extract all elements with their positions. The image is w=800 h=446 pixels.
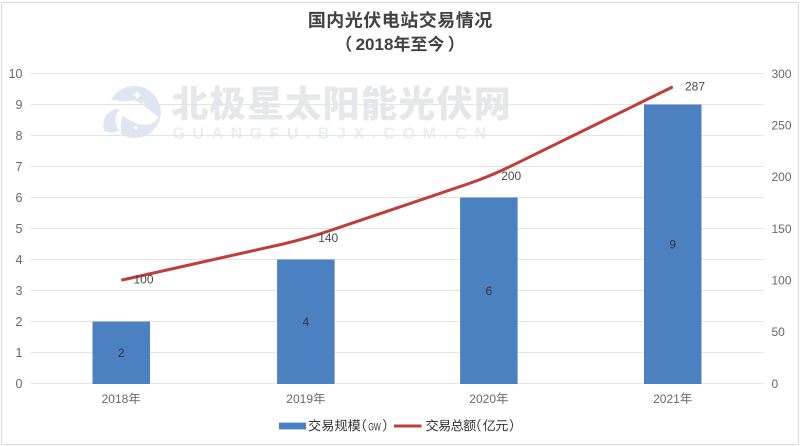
svg-text:287: 287: [685, 79, 705, 93]
svg-text:2019: 2019: [286, 392, 313, 406]
svg-text:7: 7: [16, 160, 23, 174]
svg-text:4: 4: [303, 315, 310, 329]
svg-text:6: 6: [486, 284, 493, 298]
svg-text:100: 100: [134, 273, 154, 287]
svg-text:9: 9: [669, 237, 676, 251]
svg-text:2: 2: [118, 346, 125, 360]
svg-text:5: 5: [16, 222, 23, 236]
svg-text:250: 250: [772, 119, 792, 133]
svg-text:2018: 2018: [102, 392, 129, 406]
svg-text:4: 4: [16, 253, 23, 267]
svg-text:1: 1: [16, 346, 23, 360]
svg-text:140: 140: [318, 231, 338, 245]
svg-text:8: 8: [16, 129, 23, 143]
svg-text:GUANGFU.BJX.COM.CN: GUANGFU.BJX.COM.CN: [173, 126, 487, 143]
svg-text:0: 0: [16, 377, 23, 391]
svg-text:50: 50: [772, 325, 786, 339]
svg-text:GW: GW: [368, 421, 381, 433]
svg-text:2018: 2018: [356, 35, 394, 54]
svg-text:200: 200: [501, 169, 521, 183]
svg-text:3: 3: [16, 284, 23, 298]
svg-text:200: 200: [772, 170, 792, 184]
svg-text:10: 10: [9, 67, 23, 81]
svg-text:6: 6: [16, 191, 23, 205]
svg-text:0: 0: [772, 377, 779, 391]
svg-text:2: 2: [16, 315, 23, 329]
svg-text:100: 100: [772, 274, 792, 288]
svg-text:2020: 2020: [469, 392, 496, 406]
svg-text:300: 300: [772, 67, 792, 81]
svg-text:2021: 2021: [653, 392, 680, 406]
svg-text:9: 9: [16, 98, 23, 112]
svg-text:150: 150: [772, 222, 792, 236]
